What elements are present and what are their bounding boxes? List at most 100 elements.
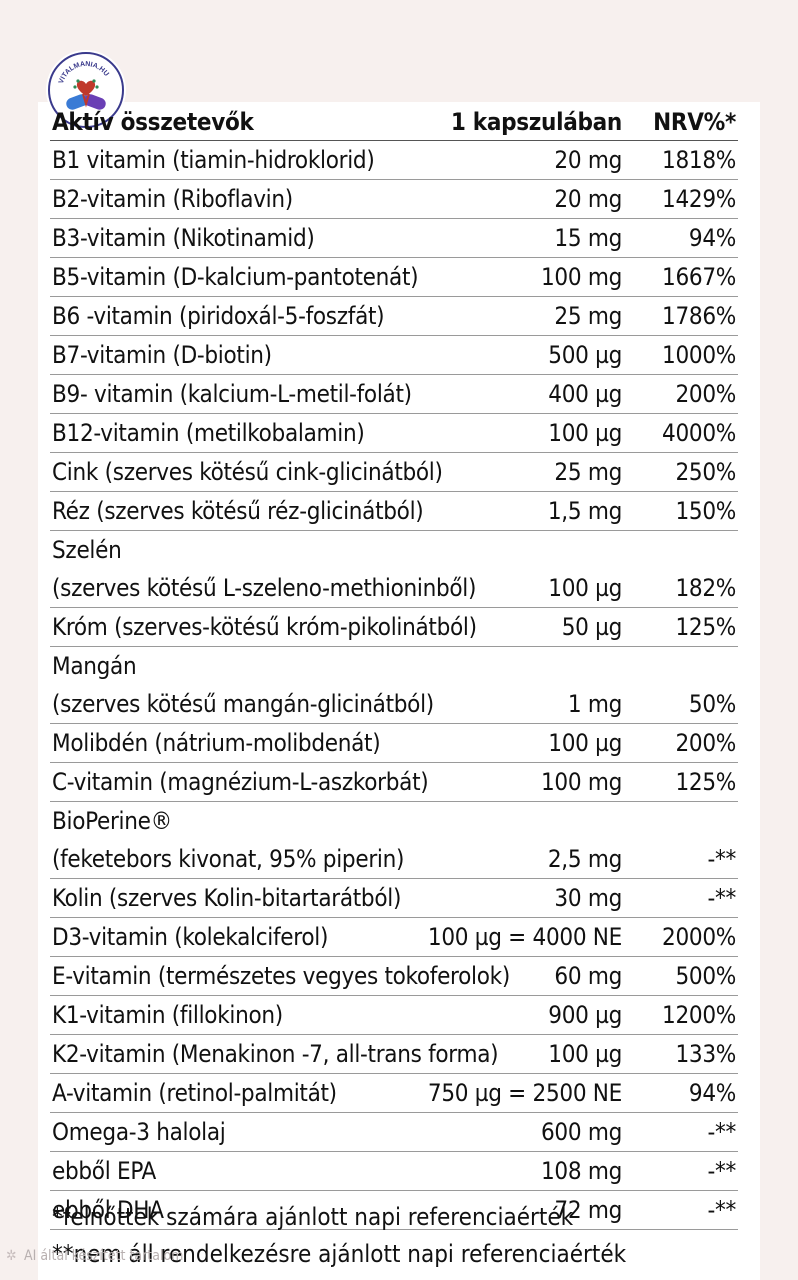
- table-row: B5-vitamin (D-kalcium-pantotenát) 100 mg 1…: [50, 258, 738, 297]
- ingredient-name: Cink (szerves kötésű cink-glicinátból): [52, 453, 443, 491]
- ingredient-name: Omega-3 halolaj: [52, 1113, 226, 1151]
- ingredient-amount: 100 µg: [548, 419, 622, 447]
- ingredient-name-line: Kolin (szerves Kolin-bitartarátból): [52, 884, 402, 912]
- ingredient-amount: 750 µg = 2500 NE: [427, 1079, 622, 1107]
- ingredient-nrv: -**: [707, 845, 737, 873]
- ingredient-name-line: A-vitamin (retinol-palmitát): [52, 1079, 337, 1107]
- vitalmania-logo: VITALMANIA.HU: [48, 52, 124, 128]
- table-row: B9- vitamin (kalcium-L-metil-folát) 400 µ…: [50, 375, 738, 414]
- ingredient-name: B12-vitamin (metilkobalamin): [52, 414, 365, 452]
- ingredient-amount: 500 µg: [548, 341, 622, 369]
- ingredient-name-line: D3-vitamin (kolekalciferol): [52, 923, 329, 951]
- ingredient-name: E-vitamin (természetes vegyes tokoferolo…: [52, 957, 510, 995]
- table-row: B7-vitamin (D-biotin) 500 µg 1000%: [50, 336, 738, 375]
- table-row: Omega-3 halolaj 600 mg -**: [50, 1113, 738, 1152]
- ingredient-nrv: 200%: [675, 729, 736, 757]
- table-row: Mangán (szerves kötésű mangán-glicinátból…: [50, 647, 738, 724]
- ingredient-name-line: B2-vitamin (Riboflavin): [52, 185, 293, 213]
- ingredient-amount: 900 µg: [548, 1001, 622, 1029]
- table-row: B3-vitamin (Nikotinamid) 15 mg 94%: [50, 219, 738, 258]
- ingredient-name: B2-vitamin (Riboflavin): [52, 180, 293, 218]
- ingredient-amount: 20 mg: [554, 185, 622, 213]
- header-name: Aktív összetevők: [52, 108, 254, 136]
- ingredient-name-line: B3-vitamin (Nikotinamid): [52, 224, 315, 252]
- table-row: K1-vitamin (fillokinon) 900 µg 1200%: [50, 996, 738, 1035]
- ingredient-name-line: Molibdén (nátrium-molibdenát): [52, 729, 381, 757]
- ingredient-nrv: -**: [707, 884, 737, 912]
- ingredient-name: B3-vitamin (Nikotinamid): [52, 219, 315, 257]
- ingredient-name: D3-vitamin (kolekalciferol): [52, 918, 328, 956]
- table-row: K2-vitamin (Menakinon -7, all-trans form…: [50, 1035, 738, 1074]
- table-row: B12-vitamin (metilkobalamin) 100 µg 4000%: [50, 414, 738, 453]
- ingredient-nrv: 1429%: [662, 185, 736, 213]
- ingredient-name-line: ebből EPA: [52, 1157, 156, 1185]
- ingredient-name-line: B12-vitamin (metilkobalamin): [52, 419, 365, 447]
- table-row: B6 -vitamin (piridoxál-5-foszfát) 25 mg 17…: [50, 297, 738, 336]
- ingredient-name: B5-vitamin (D-kalcium-pantotenát): [52, 258, 419, 296]
- ingredient-name: Réz (szerves kötésű réz-glicinátból): [52, 492, 424, 530]
- ingredient-name: K1-vitamin (fillokinon): [52, 996, 283, 1034]
- ingredient-name-line: C-vitamin (magnézium-L-aszkorbát): [52, 768, 429, 796]
- ingredient-nrv: 500%: [675, 962, 736, 990]
- ingredient-nrv: 250%: [675, 458, 736, 486]
- ingredient-nrv: -**: [707, 1157, 737, 1185]
- table-row: Kolin (szerves Kolin-bitartarátból) 30 mg…: [50, 879, 738, 918]
- ingredient-amount: 100 mg: [540, 768, 622, 796]
- ingredient-amount: 1,5 mg: [547, 497, 622, 525]
- ingredient-name-line: (szerves kötésű mangán-glicinátból): [52, 690, 434, 718]
- ingredient-nrv: 150%: [675, 497, 736, 525]
- ingredient-name: B6 -vitamin (piridoxál-5-foszfát): [52, 297, 385, 335]
- ingredient-name: B7-vitamin (D-biotin): [52, 336, 272, 374]
- ingredient-nrv: 1200%: [662, 1001, 736, 1029]
- ingredient-nrv: 125%: [675, 768, 736, 796]
- ingredient-amount: 20 mg: [554, 146, 622, 174]
- table-row: B2-vitamin (Riboflavin) 20 mg 1429%: [50, 180, 738, 219]
- ingredient-amount: 1 mg: [567, 690, 622, 718]
- ai-watermark: ✲ AI által készített tartalom: [6, 1248, 183, 1264]
- footnote-2: **nem áll rendelkezésre ajánlott napi re…: [52, 1240, 627, 1268]
- ingredient-amount: 25 mg: [554, 302, 622, 330]
- ingredient-name-line: (feketebors kivonat, 95% piperin): [52, 845, 405, 873]
- ingredient-name-line: Réz (szerves kötésű réz-glicinátból): [52, 497, 424, 525]
- ingredient-amount: 600 mg: [540, 1118, 622, 1146]
- ingredient-name-line: Omega-3 halolaj: [52, 1118, 226, 1146]
- header-amount: 1 kapszulában: [450, 108, 622, 136]
- ingredient-name-line: K1-vitamin (fillokinon): [52, 1001, 283, 1029]
- table-row: A-vitamin (retinol-palmitát) 750 µg = 250…: [50, 1074, 738, 1113]
- ingredient-name: C-vitamin (magnézium-L-aszkorbát): [52, 763, 429, 801]
- watermark-text: AI által készített tartalom: [24, 1248, 184, 1264]
- ingredient-name-line: Mangán: [52, 652, 137, 680]
- table-row: C-vitamin (magnézium-L-aszkorbát) 100 mg 1…: [50, 763, 738, 802]
- ingredient-amount: 2,5 mg: [547, 845, 622, 873]
- sparkle-icon: ✲: [6, 1248, 17, 1264]
- ingredient-name-line: K2-vitamin (Menakinon -7, all-trans form…: [52, 1040, 499, 1068]
- ingredient-nrv: 1818%: [662, 146, 736, 174]
- ingredient-name: Molibdén (nátrium-molibdenát): [52, 724, 381, 762]
- ingredient-name-line: B9- vitamin (kalcium-L-metil-folát): [52, 380, 412, 408]
- ingredient-name: A-vitamin (retinol-palmitát): [52, 1074, 337, 1112]
- ingredient-name-line: Szelén: [52, 536, 122, 564]
- ingredient-amount: 400 µg: [548, 380, 622, 408]
- ingredient-amount: 108 mg: [540, 1157, 622, 1185]
- table-row: Szelén (szerves kötésű L-szeleno-methioni…: [50, 531, 738, 608]
- ingredient-name-line: B5-vitamin (D-kalcium-pantotenát): [52, 263, 419, 291]
- ingredient-name: Kolin (szerves Kolin-bitartarátból): [52, 879, 401, 917]
- ingredient-amount: 100 µg: [548, 729, 622, 757]
- ingredient-nrv: 94%: [688, 1079, 736, 1107]
- table-row: BioPerine® (feketebors kivonat, 95% piper…: [50, 802, 738, 879]
- ingredient-nrv: -**: [707, 1196, 737, 1224]
- table-header: Aktív összetevők 1 kapszulában NRV%*: [50, 104, 738, 141]
- table-row: E-vitamin (természetes vegyes tokoferolo…: [50, 957, 738, 996]
- table-row: Réz (szerves kötésű réz-glicinátból) 1,5 …: [50, 492, 738, 531]
- ingredient-name-line: B7-vitamin (D-biotin): [52, 341, 272, 369]
- ingredient-amount: 60 mg: [554, 962, 622, 990]
- ingredient-name-line: Króm (szerves-kötésű króm-pikolinátból): [52, 613, 477, 641]
- table-row: D3-vitamin (kolekalciferol) 100 µg = 4000…: [50, 918, 738, 957]
- ingredient-name-line: BioPerine®: [52, 807, 172, 835]
- table-row: Molibdén (nátrium-molibdenát) 100 µg 200%: [50, 724, 738, 763]
- table-row: ebből EPA 108 mg -**: [50, 1152, 738, 1191]
- ingredient-name-line: Cink (szerves kötésű cink-glicinátból): [52, 458, 443, 486]
- ingredient-amount: 100 µg: [548, 574, 622, 602]
- ingredient-nrv: 94%: [688, 224, 736, 252]
- ingredient-name-line: (szerves kötésű L-szeleno-methioninből): [52, 574, 477, 602]
